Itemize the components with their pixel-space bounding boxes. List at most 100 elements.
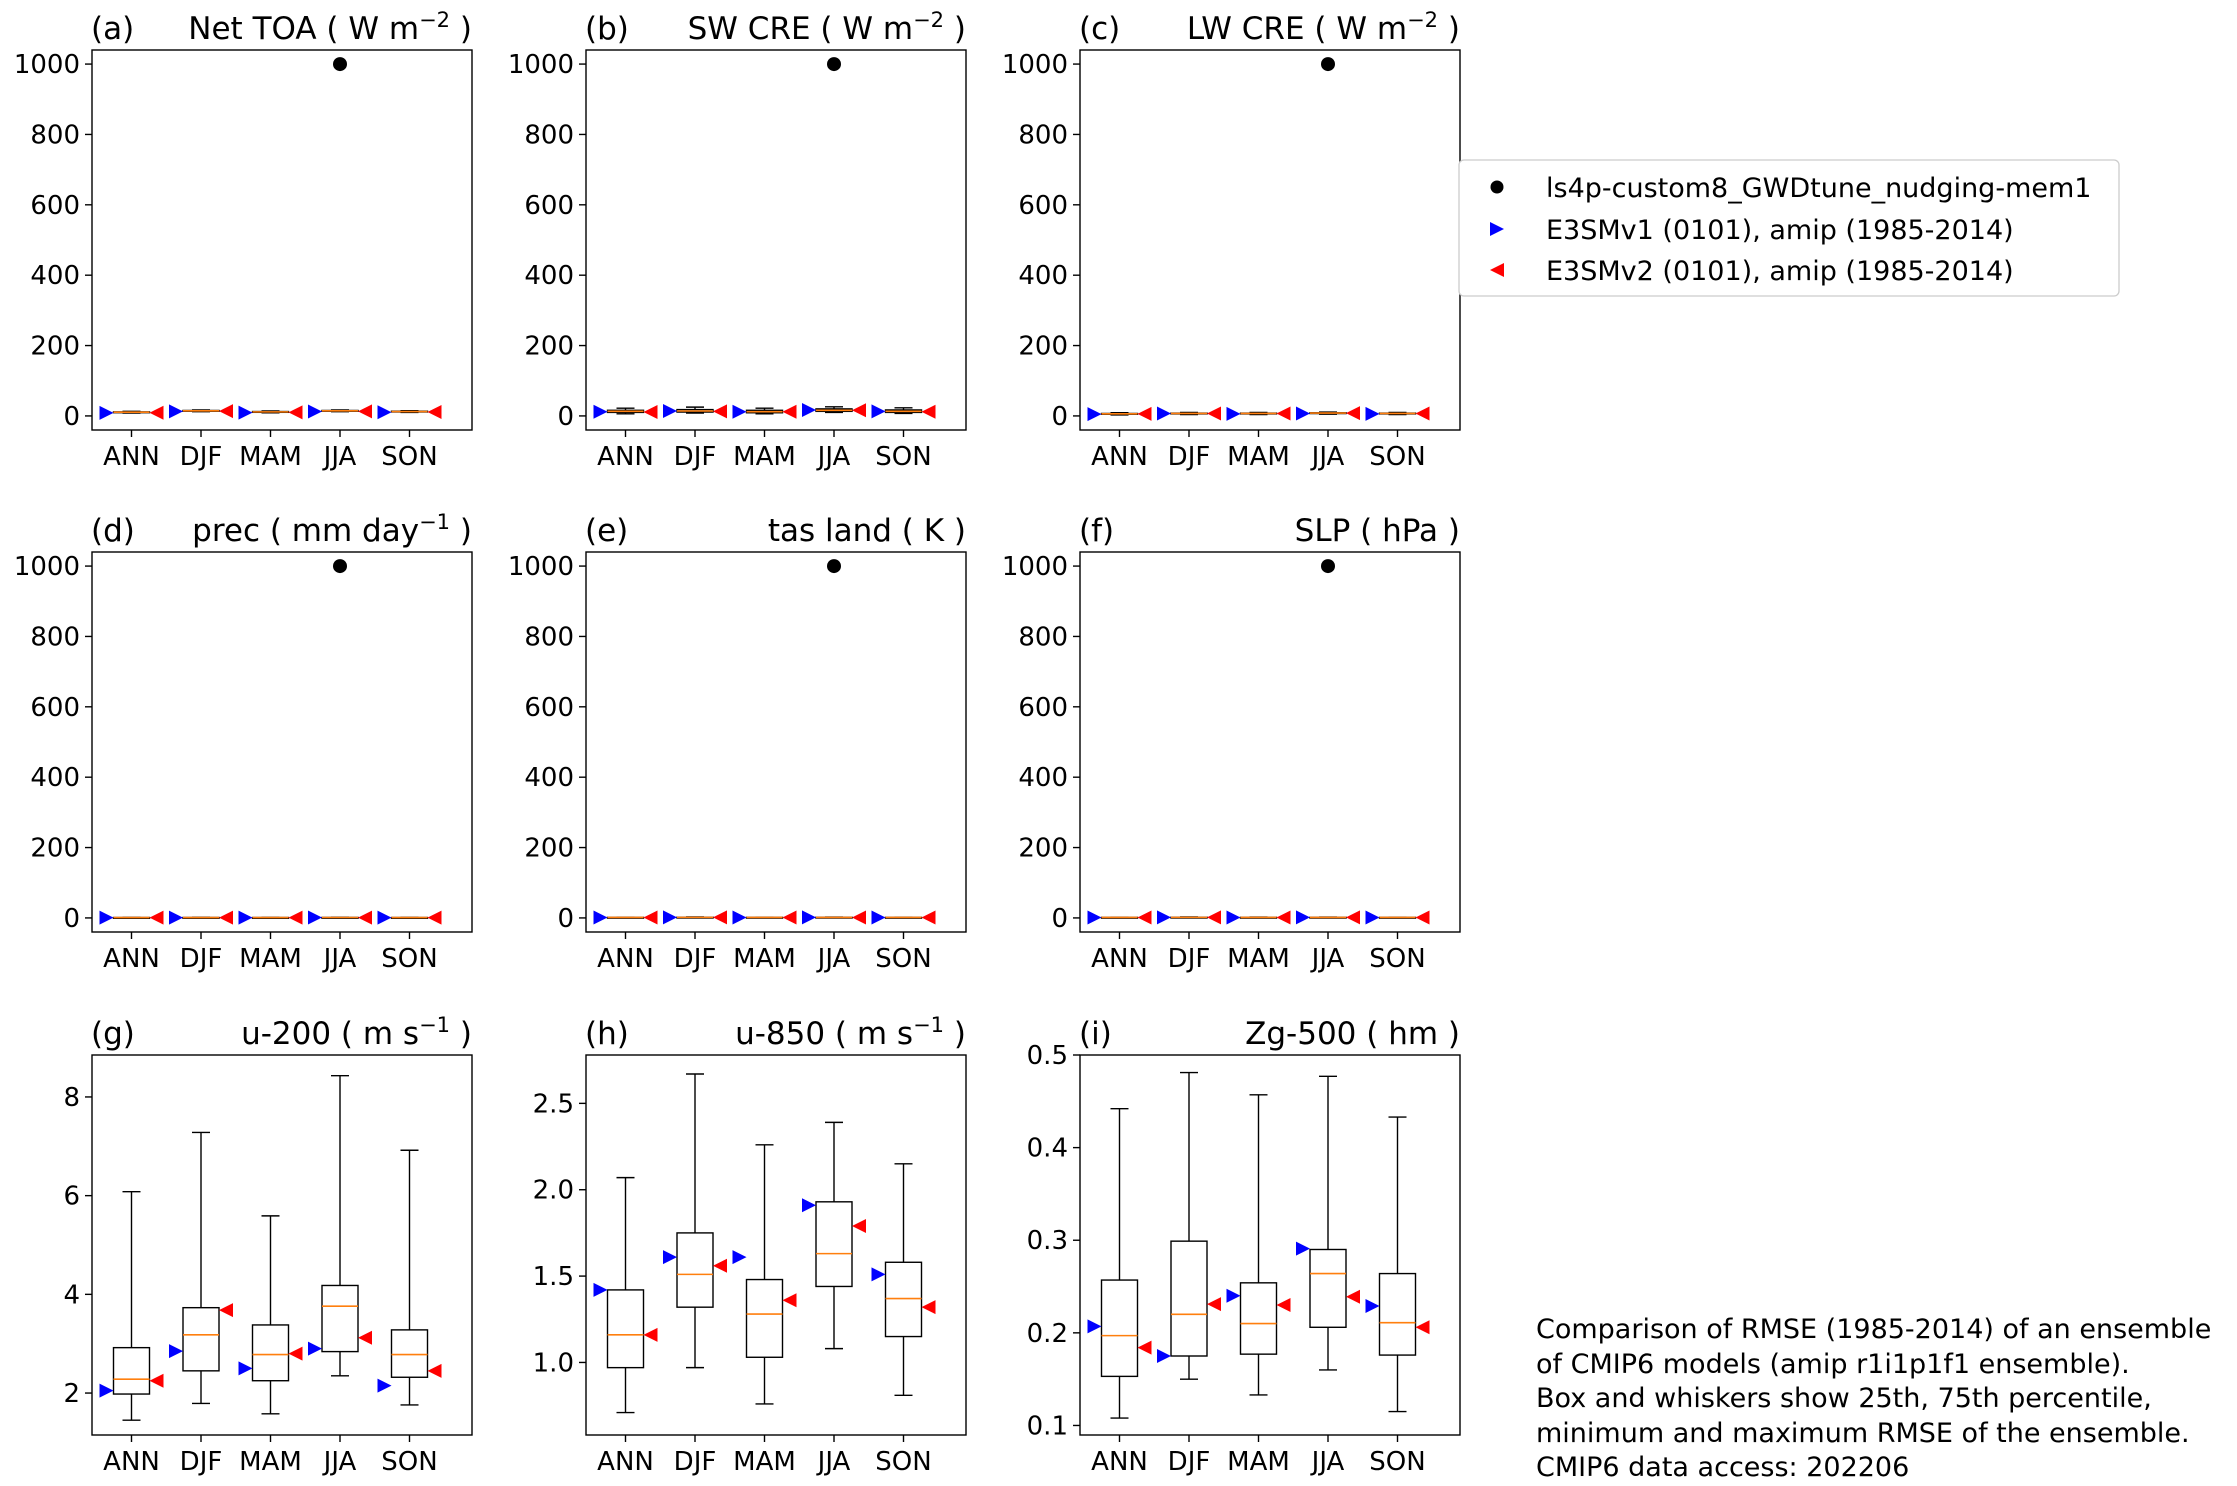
- panel-letter: (b): [585, 11, 629, 47]
- marker-e3smv1: [1365, 910, 1380, 925]
- marker-e3smv1: [169, 910, 183, 925]
- legend-marker-test-case: [1490, 180, 1504, 194]
- y-tick-label: 4: [63, 1280, 80, 1310]
- y-tick-label: 0: [1051, 402, 1068, 432]
- panel-letter: (d): [91, 513, 135, 549]
- panel-title-end: ): [450, 11, 472, 47]
- panel-g: 2 4 6 8 ANN DJF MAM JJA SON (g) u-200 ( m s−1 ): [63, 1013, 473, 1477]
- y-tick-label: 200: [524, 332, 574, 362]
- panel-title-main: prec ( mm day: [192, 513, 419, 549]
- box-jja: [815, 1121, 853, 1350]
- marker-test-case: [827, 57, 841, 72]
- x-tick-label: SON: [381, 944, 437, 974]
- box-ann: [1100, 412, 1139, 416]
- x-tick-label: ANN: [1091, 442, 1148, 472]
- plot-frame: [91, 49, 473, 431]
- y-tick-label: 400: [30, 763, 80, 793]
- x-tick-label: ANN: [1091, 1447, 1148, 1477]
- x-tick-label: DJF: [180, 442, 223, 472]
- marker-e3smv1: [663, 1250, 677, 1265]
- panel-title: tas land ( K ): [768, 513, 966, 549]
- y-tick-label: 1000: [508, 552, 574, 582]
- panel-title-end: ): [944, 11, 966, 47]
- panel-title-main: Net TOA ( W m: [188, 11, 419, 47]
- marker-e3smv2: [1415, 406, 1430, 421]
- panel-letter: (e): [585, 513, 628, 549]
- legend-marker-e3smv1: [1490, 222, 1504, 236]
- panel-h: 1.0 1.5 2.0 2.5 ANN DJF MAM JJA SON (h) u-850 ( m …: [533, 1013, 967, 1477]
- marker-test-case: [1321, 559, 1335, 574]
- y-tick-label: 800: [1018, 622, 1068, 652]
- y-tick-label: 800: [524, 120, 574, 150]
- x-tick-label: ANN: [103, 442, 160, 472]
- box-son: [390, 1149, 429, 1406]
- marker-e3smv2: [1137, 1340, 1152, 1355]
- marker-e3smv1: [308, 1341, 322, 1356]
- marker-e3smv2: [643, 405, 658, 420]
- box-iqr: [251, 1324, 290, 1382]
- marker-e3smv1: [1296, 1241, 1310, 1256]
- y-tick-label: 400: [30, 261, 80, 291]
- x-tick-label: DJF: [180, 1447, 223, 1477]
- box-iqr: [1309, 1248, 1347, 1328]
- box-jja: [1309, 1075, 1347, 1371]
- box-iqr: [1170, 1240, 1208, 1357]
- x-tick-label: MAM: [1227, 442, 1290, 472]
- box-djf: [676, 916, 714, 919]
- plot-frame: [91, 1054, 473, 1436]
- legend-label: E3SMv2 (0101), amip (1985-2014): [1546, 256, 2014, 287]
- x-tick-label: JJA: [1310, 442, 1345, 472]
- marker-e3smv2: [149, 1373, 164, 1388]
- panel-letter: (a): [91, 11, 134, 47]
- marker-e3smv1: [1087, 407, 1102, 422]
- box-ann: [112, 916, 151, 920]
- marker-e3smv2: [1415, 1320, 1430, 1335]
- marker-e3smv1: [308, 404, 322, 419]
- marker-e3smv2: [1346, 910, 1360, 925]
- y-tick-label: 200: [1018, 332, 1068, 362]
- marker-e3smv2: [921, 1300, 936, 1315]
- panel-title: Net TOA ( W m−2 ): [188, 8, 472, 47]
- box-iqr: [676, 1232, 714, 1308]
- plot-frame: [1079, 551, 1461, 933]
- panel-title-superscript: −1: [419, 510, 450, 534]
- y-tick-label: 200: [30, 332, 80, 362]
- x-tick-label: MAM: [239, 1447, 302, 1477]
- box-iqr: [745, 1278, 784, 1358]
- panel-a: 0 200 400 600 800 1000 ANN DJF MAM JJA SON (a) Net T…: [14, 8, 473, 472]
- panel-title-end: ): [1438, 1016, 1460, 1052]
- marker-e3smv1: [1296, 910, 1310, 925]
- x-tick-label: JJA: [322, 1447, 357, 1477]
- x-tick-label: MAM: [1227, 944, 1290, 974]
- y-tick-label: 0: [63, 402, 80, 432]
- box-son: [390, 916, 429, 920]
- y-tick-label: 2: [63, 1379, 80, 1409]
- y-tick-label: 600: [524, 191, 574, 221]
- y-tick-label: 400: [1018, 261, 1068, 291]
- marker-e3smv1: [169, 1344, 183, 1359]
- y-tick-label: 600: [30, 191, 80, 221]
- marker-e3smv1: [1226, 910, 1241, 925]
- marker-e3smv1: [1226, 1288, 1241, 1303]
- box-jja: [321, 409, 359, 413]
- box-ann: [112, 1191, 151, 1421]
- box-mam: [1239, 411, 1278, 416]
- y-tick-label: 0.4: [1027, 1134, 1068, 1164]
- marker-e3smv1: [99, 1383, 114, 1398]
- panel-title: u-850 ( m s−1 ): [735, 1013, 966, 1052]
- panel-title-superscript: −2: [1407, 8, 1438, 32]
- box-jja: [1309, 916, 1347, 919]
- marker-e3smv2: [427, 1363, 442, 1378]
- marker-e3smv1: [1226, 406, 1241, 421]
- marker-e3smv1: [377, 405, 392, 420]
- box-iqr: [112, 1346, 151, 1395]
- panel-letter: (c): [1079, 11, 1120, 47]
- box-iqr: [606, 1289, 645, 1369]
- marker-e3smv1: [1087, 1319, 1102, 1334]
- box-iqr: [321, 1284, 359, 1353]
- marker-e3smv2: [219, 910, 233, 925]
- x-tick-label: SON: [1369, 944, 1425, 974]
- marker-e3smv1: [308, 910, 322, 925]
- marker-e3smv1: [871, 910, 886, 925]
